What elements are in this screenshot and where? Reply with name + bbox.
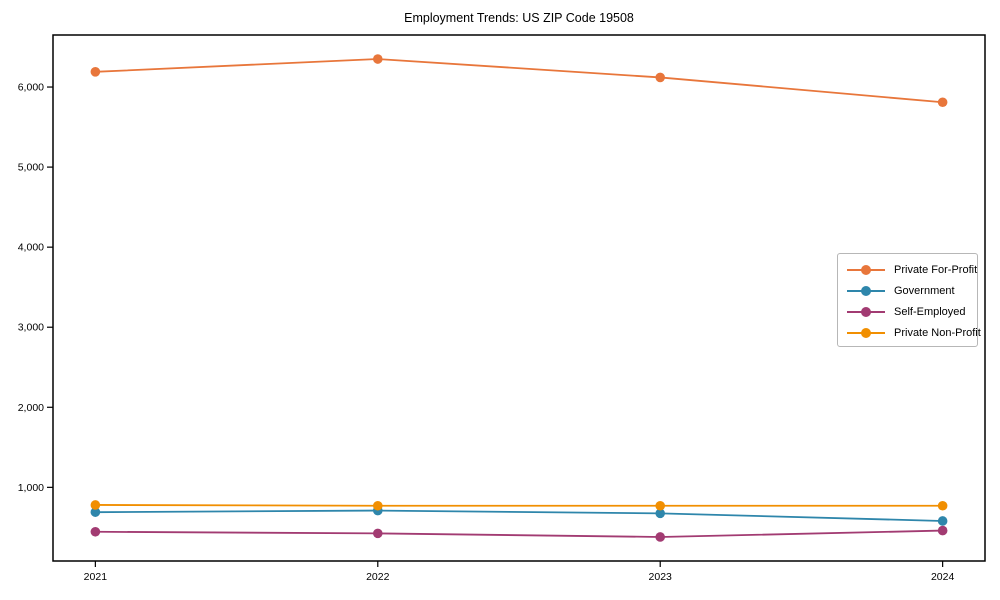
series-line-government <box>95 509 943 522</box>
legend-label: Private Non-Profit <box>894 326 981 339</box>
series-line-private-non-profit <box>95 504 943 507</box>
legend-label: Private For-Profit <box>894 263 978 276</box>
data-point-private-non-profit <box>655 500 666 511</box>
data-point-government <box>655 508 666 519</box>
y-tick-label: 5,000 <box>18 162 44 174</box>
data-point-government <box>90 507 101 517</box>
plot-frame <box>52 34 986 562</box>
series-line-private-for-profit <box>95 58 943 104</box>
legend-item: Government <box>847 280 977 301</box>
y-tick-label: 6,000 <box>18 82 44 94</box>
chart-title: Employment Trends: US ZIP Code 19508 <box>404 11 634 25</box>
data-point-private-for-profit <box>90 67 101 77</box>
data-point-private-non-profit <box>372 500 383 511</box>
x-tick-label: 2021 <box>84 571 108 583</box>
legend-item: Private For-Profit <box>847 259 977 280</box>
x-tick-label: 2022 <box>366 571 390 583</box>
data-point-private-non-profit <box>937 500 948 511</box>
data-point-private-for-profit <box>372 54 383 64</box>
y-tick-label: 3,000 <box>18 322 44 334</box>
legend-marker-icon <box>847 285 885 296</box>
data-point-private-non-profit <box>90 500 101 510</box>
legend-item: Private Non-Profit <box>847 322 981 343</box>
y-tick-label: 2,000 <box>18 402 44 414</box>
x-tick-label: 2023 <box>649 571 673 583</box>
x-tick-label: 2024 <box>931 571 955 583</box>
legend-item: Self-Employed <box>847 301 977 322</box>
data-point-private-for-profit <box>655 72 666 83</box>
legend-marker-icon <box>847 327 885 338</box>
data-point-self-employed <box>90 526 101 537</box>
data-point-self-employed <box>655 532 666 542</box>
legend-marker-icon <box>847 264 885 275</box>
data-point-self-employed <box>372 528 383 539</box>
legend-label: Government <box>894 284 955 297</box>
y-tick-label: 1,000 <box>18 482 44 494</box>
series-line-self-employed <box>95 529 943 538</box>
data-point-government <box>937 516 948 526</box>
y-tick-label: 4,000 <box>18 242 44 254</box>
legend-marker-icon <box>847 306 885 317</box>
legend-label: Self-Employed <box>894 305 966 318</box>
legend: Private For-Profit Government Self-Emplo… <box>837 253 981 347</box>
data-point-private-for-profit <box>937 97 948 108</box>
data-point-self-employed <box>937 525 948 536</box>
